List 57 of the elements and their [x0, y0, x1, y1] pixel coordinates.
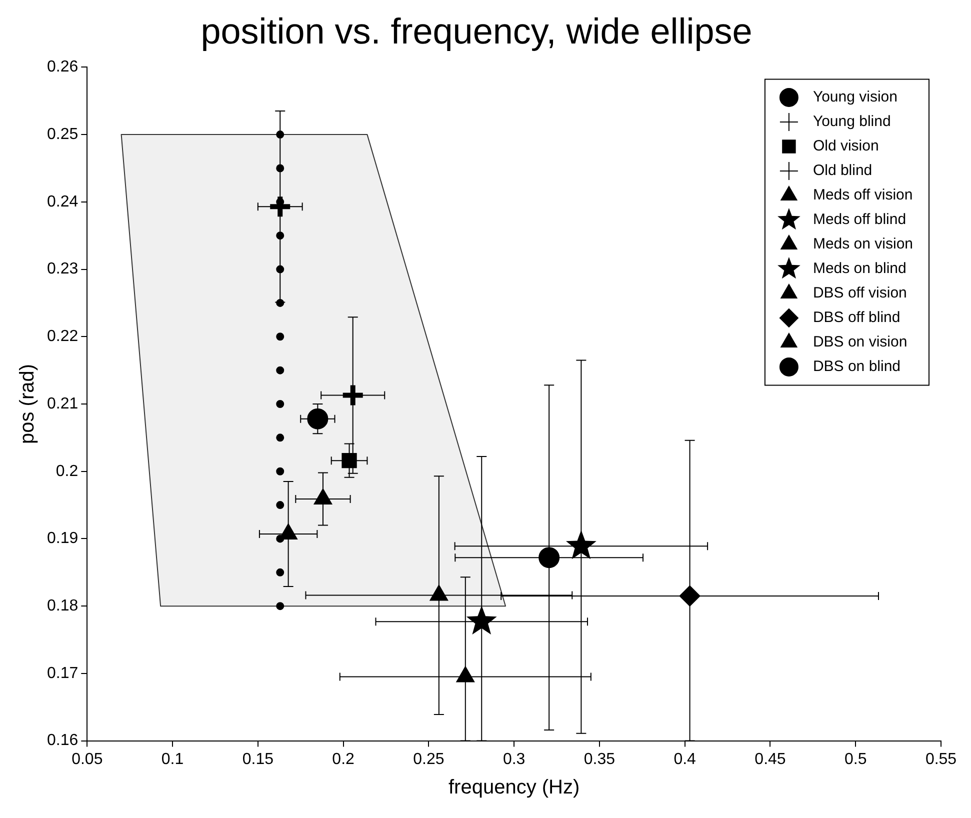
- x-tick-label: 0.45: [754, 750, 786, 768]
- y-tick-label: 0.16: [47, 732, 78, 750]
- legend-label: DBS on vision: [812, 334, 908, 351]
- point: [276, 130, 284, 139]
- legend-label: DBS off blind: [812, 309, 900, 326]
- point: [276, 501, 284, 510]
- point: [276, 366, 284, 374]
- y-tick-label: 0.26: [47, 58, 78, 76]
- point: [276, 400, 284, 408]
- point: [276, 568, 284, 576]
- x-tick-label: 0.05: [72, 750, 103, 768]
- x-tick-label: 0.5: [844, 750, 867, 768]
- x-tick-label: 0.3: [502, 750, 526, 768]
- point: [342, 453, 357, 468]
- x-tick-label: 0.15: [242, 750, 274, 768]
- legend-label: Meds off vision: [812, 186, 913, 204]
- point: [276, 265, 284, 274]
- y-tick-label: 0.17: [47, 664, 78, 682]
- y-axis-title: pos (rad): [16, 364, 39, 444]
- x-tick-label: 0.55: [925, 750, 957, 768]
- legend-label: Meds off blind: [812, 211, 906, 228]
- y-tick-label: 0.23: [47, 260, 78, 278]
- point: [276, 534, 284, 543]
- x-tick-label: 0.2: [332, 750, 355, 768]
- y-tick-label: 0.18: [47, 597, 78, 614]
- x-axis-title: frequency (Hz): [448, 776, 580, 799]
- point: [307, 408, 328, 430]
- x-tick-label: 0.4: [674, 750, 696, 768]
- y-tick-label: 0.24: [47, 193, 78, 210]
- y-tick-label: 0.25: [47, 126, 78, 143]
- legend-label: Meds on blind: [812, 260, 906, 278]
- point: [276, 467, 284, 476]
- y-tick-label: 0.2: [56, 462, 78, 480]
- legend-label: Young vision: [812, 88, 898, 106]
- legend-label: Young blind: [812, 113, 891, 130]
- point: [538, 547, 560, 568]
- legend-label: Meds on vision: [812, 236, 914, 253]
- point: [566, 530, 596, 560]
- point: [276, 164, 284, 172]
- point: [276, 232, 284, 240]
- point: [276, 434, 284, 442]
- x-tick-label: 0.25: [413, 750, 444, 768]
- x-tick-label: 0.35: [584, 750, 616, 768]
- chart-title: position vs. frequency, wide ellipse: [200, 10, 752, 52]
- point: [276, 298, 284, 307]
- legend-label: Old vision: [812, 138, 879, 155]
- point: [679, 585, 700, 606]
- legend-label: DBS on blind: [812, 358, 901, 376]
- y-tick-label: 0.19: [47, 530, 78, 548]
- point: [276, 602, 284, 610]
- point: [466, 606, 497, 635]
- y-tick-label: 0.22: [47, 328, 78, 346]
- point: [276, 332, 284, 341]
- x-tick-label: 0.1: [161, 750, 184, 768]
- legend-label: Old blind: [812, 162, 872, 180]
- legend-label: DBS off vision: [812, 284, 907, 302]
- y-tick-label: 0.21: [47, 395, 78, 412]
